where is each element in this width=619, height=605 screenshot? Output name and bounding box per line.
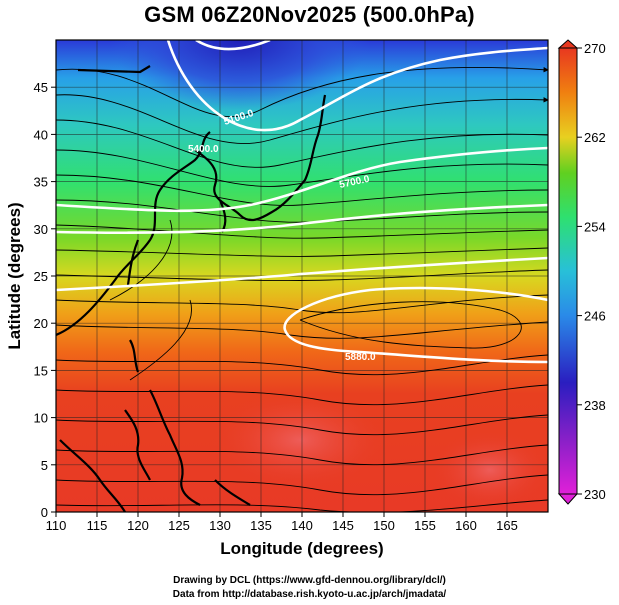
x-tick-label-150: 150 xyxy=(373,518,395,533)
x-tick-label-115: 115 xyxy=(87,518,108,533)
warm-spot xyxy=(210,390,390,490)
colorbar-label-254: 254 xyxy=(584,219,606,234)
x-tick-label-130: 130 xyxy=(209,518,231,533)
colorbar-label-230: 230 xyxy=(584,487,606,502)
x-tick-label-165: 165 xyxy=(496,518,518,533)
colorbar-label-270: 270 xyxy=(584,41,606,56)
y-axis-title: Latitude (degrees) xyxy=(5,202,24,349)
y-tick-label-10: 10 xyxy=(34,411,48,426)
credit-drawing: Drawing by DCL (https://www.gfd-dennou.o… xyxy=(173,575,446,586)
credit-data-source: Data from http://database.rish.kyoto-u.a… xyxy=(172,589,447,600)
x-tick-label-155: 155 xyxy=(414,518,436,533)
y-tick-label-45: 45 xyxy=(34,80,48,95)
colorbar-label-262: 262 xyxy=(584,130,606,145)
warm-spot-2 xyxy=(430,430,548,510)
height-contours xyxy=(56,40,548,364)
x-axis-ticks: 110 115 120 125 130 135 140 145 150 155 160 165 xyxy=(46,512,518,533)
colorbar-label-238: 238 xyxy=(584,398,606,413)
streamlines xyxy=(56,66,548,512)
x-tick-label-135: 135 xyxy=(250,518,272,533)
y-tick-label-15: 15 xyxy=(34,363,48,378)
x-tick-label-120: 120 xyxy=(127,518,149,533)
x-axis-title: Longitude (degrees) xyxy=(220,539,383,558)
colorbar-label-246: 246 xyxy=(584,309,606,324)
x-tick-label-125: 125 xyxy=(168,518,190,533)
y-tick-label-0: 0 xyxy=(41,505,48,520)
coastlines xyxy=(56,65,327,512)
y-tick-label-20: 20 xyxy=(34,316,48,331)
map-title: GSM 06Z20Nov2025 (500.0hPa) xyxy=(144,2,475,27)
colorbar-bottom-cap xyxy=(557,493,579,505)
contour-label-5400: 5400.0 xyxy=(188,144,219,155)
colorbar-ticks: 230 238 246 254 262 270 xyxy=(577,41,606,502)
grid-lines xyxy=(56,40,548,512)
contour-label-5880: 5880.0 xyxy=(345,352,376,363)
y-tick-label-35: 35 xyxy=(34,175,48,190)
colorbar-scale xyxy=(558,47,578,495)
y-tick-label-40: 40 xyxy=(34,127,48,142)
y-tick-label-25: 25 xyxy=(34,269,48,284)
y-tick-label-5: 5 xyxy=(41,458,48,473)
x-tick-label-110: 110 xyxy=(46,518,67,533)
colorbar-top-cap xyxy=(557,39,579,49)
x-tick-label-145: 145 xyxy=(332,518,354,533)
colorbar: 230 238 246 254 262 270 xyxy=(557,39,606,505)
x-tick-label-140: 140 xyxy=(291,518,313,533)
plot-area: 5880.0 5400.0 5100.0 5700.0 xyxy=(56,40,548,512)
y-tick-label-30: 30 xyxy=(34,222,48,237)
x-tick-label-160: 160 xyxy=(455,518,477,533)
y-axis-ticks: 0 5 10 15 20 25 30 35 40 45 xyxy=(34,80,56,520)
